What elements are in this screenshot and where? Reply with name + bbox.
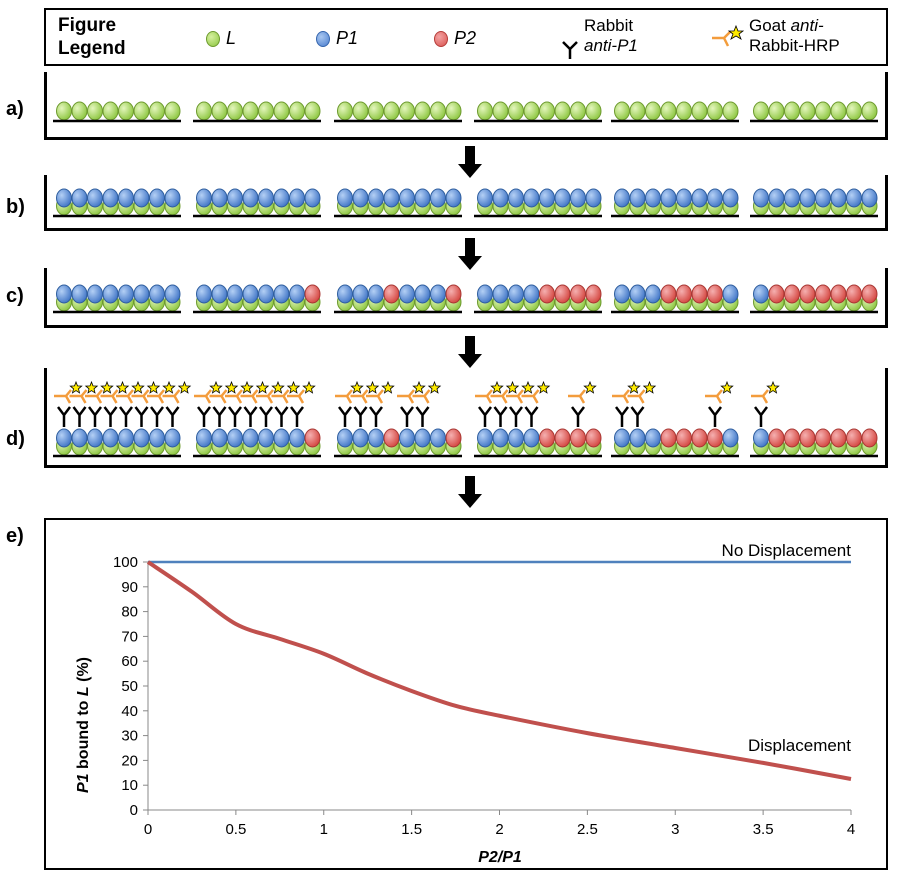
p2-bead-icon xyxy=(434,30,448,47)
x-tick-label: 0.5 xyxy=(225,821,246,838)
legend-label-p1: P1 xyxy=(336,28,359,48)
y-tick-label: 10 xyxy=(121,777,138,794)
legend-item-p1: P1 xyxy=(316,28,358,49)
tray-b xyxy=(44,175,888,231)
antibody-line2: anti-P1 xyxy=(584,36,638,55)
row-label-e: e) xyxy=(6,525,24,547)
y-tick-label: 60 xyxy=(121,653,138,670)
ylabel-unit: (%) xyxy=(75,657,92,686)
displacement-chart: P1 bound to L (%) P2/P1 0 10 20 30 40 50 60 70 8… xyxy=(44,518,888,870)
secondary-antibody-hrp-icon xyxy=(712,24,744,47)
ylabel-mid: bound to xyxy=(75,696,92,773)
y-tick-label: 70 xyxy=(121,628,138,645)
x-tick-label: 1.5 xyxy=(401,821,422,838)
y-tick-label: 30 xyxy=(121,728,138,745)
y-tick-label: 20 xyxy=(121,752,138,769)
y-tick-label: 50 xyxy=(121,678,138,695)
x-tick-label: 4 xyxy=(847,821,855,838)
tray-d xyxy=(44,368,888,468)
figure-legend: Figure Legend L P1 P2 Rabbit anti-P1 Goa… xyxy=(44,8,888,66)
x-tick-label: 0 xyxy=(144,821,152,838)
y-tick-label: 40 xyxy=(121,703,138,720)
legend-label-p2: P2 xyxy=(454,28,477,48)
ylabel-l: L xyxy=(75,686,92,696)
legend-item-p2: P2 xyxy=(434,28,476,49)
chart-svg: P1 bound to L (%) P2/P1 0102030405060708… xyxy=(75,541,855,866)
legend-item-l: L xyxy=(206,28,236,49)
arrow-down-icon xyxy=(458,336,482,368)
x-tick-label: 1 xyxy=(320,821,328,838)
legend-title: Figure Legend xyxy=(58,15,126,59)
row-label-b: b) xyxy=(6,196,25,218)
series-label-displacement: Displacement xyxy=(748,736,851,755)
p1-bead-icon xyxy=(316,30,330,47)
x-tick-label: 3.5 xyxy=(753,821,774,838)
antibody-icon xyxy=(562,41,578,59)
secondary-line1a: Goat xyxy=(749,16,791,35)
legend-label-l: L xyxy=(226,28,237,48)
arrow-down-icon xyxy=(458,476,482,508)
row-label-a: a) xyxy=(6,98,24,120)
secondary-line2: Rabbit-HRP xyxy=(749,36,840,55)
x-axis-label: P2/P1 xyxy=(478,849,522,866)
x-tick-label: 2.5 xyxy=(577,821,598,838)
arrow-down-icon xyxy=(458,146,482,178)
tray-c xyxy=(44,268,888,328)
antibody-line1: Rabbit xyxy=(584,16,634,35)
tray-a xyxy=(44,72,888,140)
y-tick-label: 0 xyxy=(130,802,138,819)
row-label-d: d) xyxy=(6,428,25,450)
y-tick-label: 90 xyxy=(121,579,138,596)
x-tick-label: 2 xyxy=(495,821,503,838)
secondary-line1b: anti- xyxy=(790,16,824,35)
ylabel-p1: P1 xyxy=(75,773,92,793)
legend-secondary-label: Goat anti- Rabbit-HRP xyxy=(749,16,840,56)
series-label-no-displacement: No Displacement xyxy=(722,541,852,560)
arrow-down-icon xyxy=(458,238,482,270)
series-line-displacement xyxy=(146,560,852,781)
svg-text:P1 bound to L (%): P1 bound to L (%) xyxy=(75,657,92,793)
l-bead-icon xyxy=(206,30,220,47)
row-label-c: c) xyxy=(6,285,24,307)
legend-antibody-label: Rabbit anti-P1 xyxy=(584,16,638,56)
y-tick-label: 100 xyxy=(113,554,138,571)
x-tick-label: 3 xyxy=(671,821,679,838)
y-axis-label: P1 bound to L (%) xyxy=(75,657,92,793)
y-tick-label: 80 xyxy=(121,604,138,621)
